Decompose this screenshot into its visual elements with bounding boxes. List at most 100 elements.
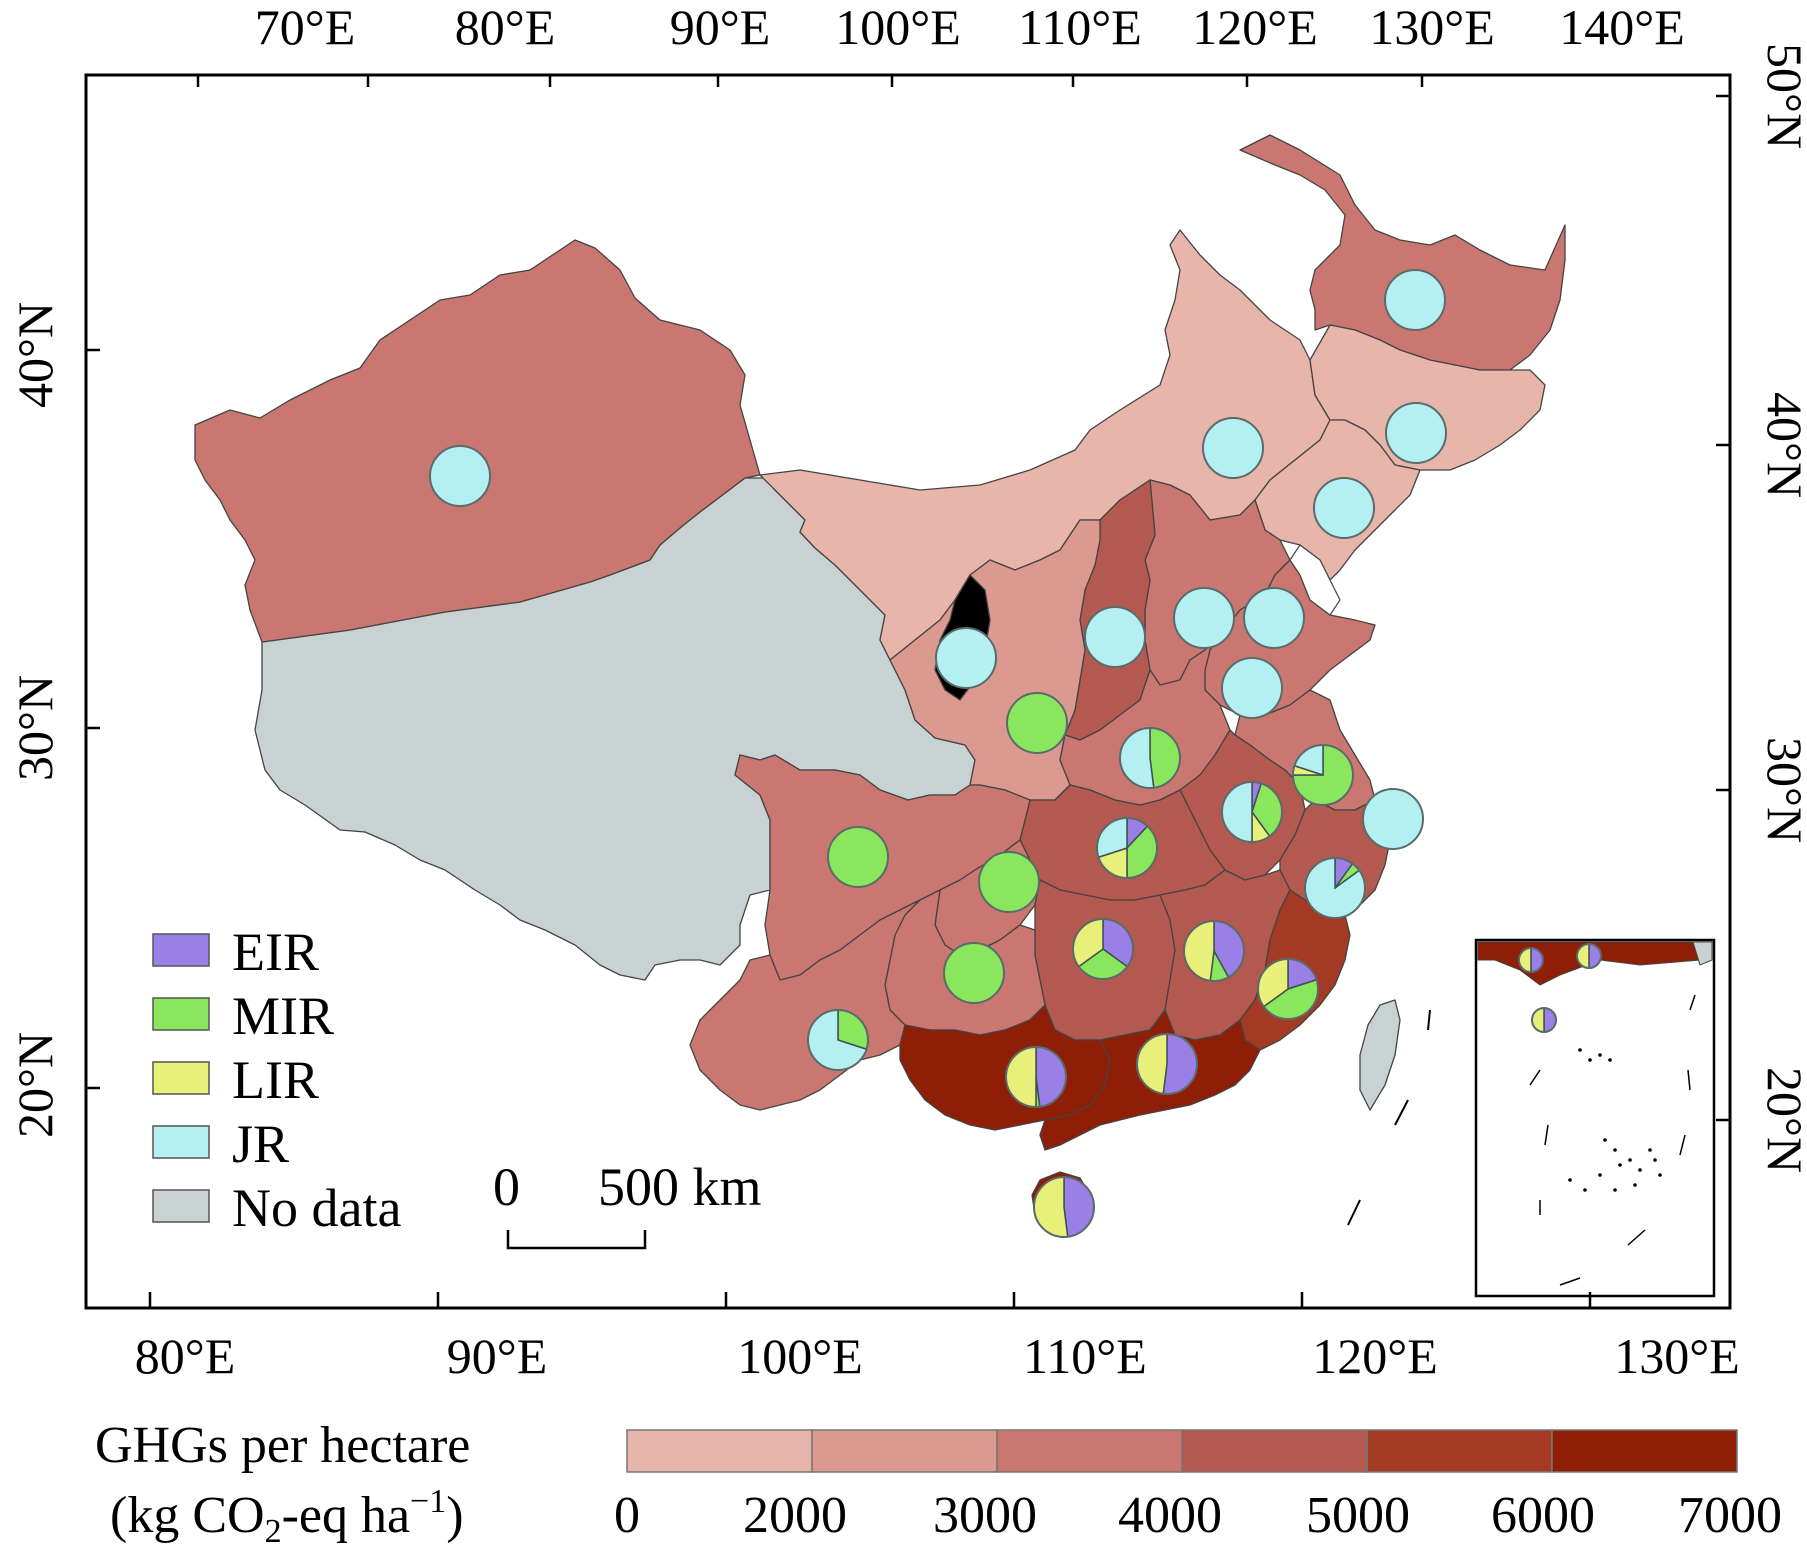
pie-slice-mir [943,942,1005,1004]
pie-slice-mir [1006,692,1068,754]
legend: EIR MIR LIR JR No data [152,922,401,1238]
pie-chongqing [978,851,1040,913]
region-xinjiang [194,239,761,643]
pie-shanxi [1084,606,1146,668]
colorbar-tick-label: 2000 [743,1487,847,1544]
pie-outline [807,1009,869,1071]
colorbar-title-line1: GHGs per hectare [95,1417,470,1474]
pies-layer [429,269,1602,1238]
right-tick-label: 50°N [1757,43,1807,149]
bottom-tick-label: 90°E [447,1328,548,1384]
bottom-tick-label: 80°E [135,1328,236,1384]
pie-guangdong [1136,1033,1198,1095]
pie-zhejiang [1304,857,1366,919]
scale-bar-start-label: 0 [493,1157,520,1217]
pie-outline [1183,920,1245,982]
legend-label-mir: MIR [232,986,334,1046]
legend-label-eir: EIR [232,922,319,982]
colorbar-title-line2: (kg CO2-eq ha−1) [110,1483,464,1550]
top-tick-label: 140°E [1559,0,1685,55]
pie-outline [1033,1176,1095,1238]
pie-jiangxi [1183,920,1245,982]
pie-guizhou [943,942,1005,1004]
legend-swatch-jr [152,1125,210,1159]
region-taiwan [1359,999,1401,1111]
pie-inset-1 [1518,947,1544,973]
pie-slice-jr [1173,587,1235,649]
pie-jiangsu [1292,744,1354,806]
pie-slice-jr [1384,269,1446,331]
pie-anhui [1221,781,1283,843]
pie-fujian [1257,958,1319,1020]
legend-swatch-no-data [152,1189,210,1223]
top-tick-label: 90°E [670,0,771,55]
colorbar-tick-label: 7000 [1678,1487,1782,1544]
bohai-sea [1289,544,1341,616]
colorbar-tick-label: 4000 [1118,1487,1222,1544]
bottom-tick-label: 130°E [1614,1328,1740,1384]
pie-inner-mongolia [1202,417,1264,479]
colorbar-cell [996,1429,1183,1473]
right-axis-labels: 50°N 40°N 30°N 20°N [1757,43,1807,1173]
pie-inset-3 [1531,1007,1557,1033]
top-tick-label: 100°E [835,0,961,55]
scale-bar-end-label: 500 km [598,1157,762,1217]
legend-swatch-eir [152,933,210,967]
south-china-sea-inset [1474,938,1716,1298]
top-tick-label: 110°E [1018,0,1142,55]
top-axis-labels: 70°E 80°E 90°E 100°E 110°E 120°E 130°E 1… [255,0,1685,55]
colorbar-cell [626,1429,813,1473]
pie-sichuan [827,826,889,888]
bottom-tick-label: 120°E [1312,1328,1438,1384]
pie-slice-jr [1362,788,1424,850]
left-axis-labels: 40°N 30°N 20°N [7,302,63,1138]
pie-slice-jr [935,627,997,689]
pie-hubei [1096,817,1158,879]
pie-slice-jr [1385,402,1447,464]
pie-outline [1257,958,1319,1020]
pie-slice-jr [1221,657,1283,719]
pie-heilongjiang [1384,269,1446,331]
pie-shanghai [1362,788,1424,850]
pie-slice-jr [1313,477,1375,539]
left-tick-label: 20°N [7,1032,63,1138]
scale-bar: 0 500 km [493,1157,762,1250]
colorbar-cell [1181,1429,1368,1473]
colorbar: GHGs per hectare (kg CO2-eq ha−1) 0 2000… [95,1417,1782,1550]
pie-outline [1072,918,1134,980]
legend-label-no-data: No data [232,1178,401,1238]
top-tick-label: 120°E [1192,0,1318,55]
top-tick-label: 130°E [1369,0,1495,55]
pie-hebei [1173,587,1235,649]
colorbar-cell [811,1429,998,1473]
pie-outline [1292,744,1354,806]
pie-outline [1531,1007,1557,1033]
pie-outline [1304,857,1366,919]
pie-slice-jr [1084,606,1146,668]
pie-slice-jr [429,445,491,507]
island-dashes [1347,1009,1431,1226]
tick-marks [86,75,1730,1308]
legend-swatch-lir [152,1061,210,1095]
colorbar-tick-label: 0 [614,1487,640,1544]
colorbar-cell [1551,1429,1738,1473]
pie-shandong [1221,657,1283,719]
pie-tianjin [1243,587,1305,649]
pie-slice-jr [1202,417,1264,479]
pie-outline [1576,943,1602,969]
pie-outline [1221,781,1283,843]
pie-outline [1136,1033,1198,1095]
pie-jilin [1385,402,1447,464]
pie-hunan [1072,918,1134,980]
pie-outline [1005,1046,1067,1108]
pie-outline [1096,817,1158,879]
left-tick-label: 40°N [7,302,63,408]
top-tick-label: 80°E [455,0,556,55]
bottom-axis-labels: 80°E 90°E 100°E 110°E 120°E 130°E [135,1328,1740,1384]
legend-label-jr: JR [232,1114,289,1174]
colorbar-cell [1366,1429,1553,1473]
colorbar-tick-label: 3000 [933,1487,1037,1544]
pie-outline [1119,727,1181,789]
bottom-tick-label: 100°E [737,1328,863,1384]
